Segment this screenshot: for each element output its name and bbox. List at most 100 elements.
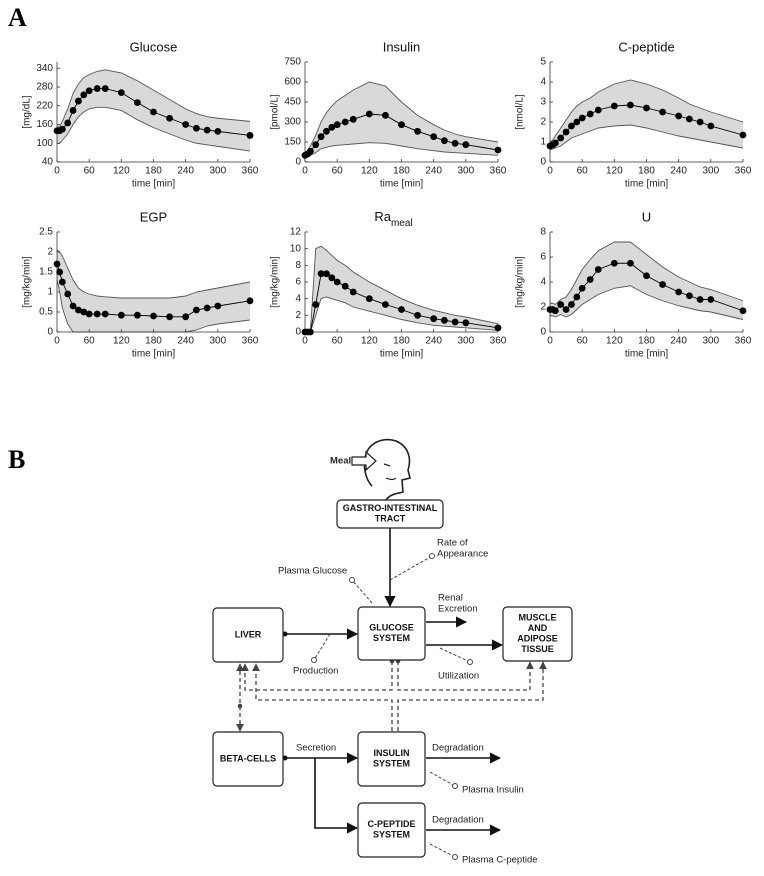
x-tick-label: 360 [735, 166, 752, 177]
box [336, 499, 444, 529]
x-tick-label: 360 [490, 166, 507, 177]
data-point [440, 316, 448, 324]
data-point [341, 282, 349, 290]
data-point [398, 121, 405, 129]
data-point [80, 308, 88, 316]
data-point [349, 288, 357, 296]
x-tick-label: 300 [457, 336, 474, 347]
data-point [69, 107, 77, 114]
y-tick-label: 4 [295, 293, 301, 304]
y-axis-label: [mg/kg/min] [515, 256, 526, 308]
box [212, 607, 284, 663]
data-point [101, 85, 109, 92]
y-tick-label: 2 [295, 310, 301, 321]
data-point [643, 272, 650, 280]
pointer-end [311, 657, 317, 663]
diagram-label: Rate of [437, 538, 468, 549]
x-tick-label: 300 [702, 166, 719, 177]
chart: U 0 60 120 180 240 300 360 0 2 4 6 8 time [min] [mg/kg… [515, 209, 752, 359]
data-point [382, 111, 389, 119]
diagram-label: Renal [438, 593, 463, 604]
y-tick-label: 2.5 [39, 227, 53, 238]
data-point [192, 124, 200, 132]
x-tick-label: 120 [361, 166, 378, 177]
pointer-end [429, 553, 435, 559]
data-point [317, 133, 325, 141]
x-tick-label: 60 [84, 166, 96, 177]
y-tick-label: 40 [42, 157, 54, 168]
diagram: GASTRO-INTESTINALTRACTLIVERGLUCOSESYSTEM… [212, 438, 573, 866]
y-tick-label: 2 [540, 117, 546, 128]
x-axis-label: time [min] [625, 179, 669, 190]
data-point [333, 278, 341, 286]
band-upper [56, 249, 251, 299]
data-point [365, 110, 373, 118]
pointer [439, 647, 471, 663]
band-upper [304, 81, 499, 153]
x-tick-label: 240 [670, 166, 687, 177]
data-point [568, 301, 575, 308]
data-point [562, 306, 570, 313]
x-tick-label: 240 [177, 166, 194, 177]
x-tick-label: 180 [145, 336, 162, 347]
x-tick-label: 300 [209, 166, 226, 177]
diagram-label: Plasma Insulin [462, 785, 524, 796]
x-tick-label: 360 [735, 336, 752, 347]
x-tick-label: 240 [670, 336, 687, 347]
pointer-end [467, 659, 473, 665]
x-tick-label: 60 [577, 166, 589, 177]
x-tick-label: 0 [547, 166, 553, 177]
chart-title: U [642, 209, 651, 224]
y-tick-label: 340 [36, 63, 53, 74]
data-point [551, 307, 559, 315]
x-tick-label: 360 [490, 336, 507, 347]
band-fill [305, 82, 498, 158]
dashed-link [241, 661, 393, 691]
pointer-end [452, 854, 458, 860]
y-tick-label: 4 [540, 277, 546, 288]
x-tick-label: 120 [606, 166, 623, 177]
x-tick-label: 180 [393, 166, 410, 177]
x-tick-label: 0 [547, 336, 553, 347]
data-point [56, 268, 64, 276]
box-label: TISSUE [521, 644, 554, 654]
data-point [214, 127, 222, 135]
data-point [739, 307, 747, 315]
y-tick-label: 4 [540, 77, 546, 88]
y-tick-label: 8 [540, 227, 546, 238]
data-point [675, 112, 683, 120]
pointer [313, 633, 331, 661]
data-point [462, 141, 470, 149]
dashed-link [252, 663, 393, 731]
y-tick-label: 1 [540, 137, 546, 148]
data-point [562, 128, 570, 136]
data-point [246, 132, 254, 139]
x-tick-label: 0 [302, 166, 308, 177]
box-label: GLUCOSE [369, 623, 414, 633]
data-point [75, 306, 82, 314]
box [357, 731, 426, 787]
chart: EGP 0 60 120 180 240 300 360 0 0.5 1 1.5 2 2.5 time [m… [22, 209, 259, 359]
box-label: SYSTEM [373, 830, 410, 840]
band-lower [304, 142, 499, 159]
box [357, 802, 426, 858]
y-tick-label: 1.5 [39, 267, 53, 278]
box-label: SYSTEM [373, 759, 410, 769]
diagram-label: Appearance [437, 549, 488, 560]
data-point [101, 310, 109, 318]
data-point [166, 114, 173, 122]
chart-title: Ra [374, 209, 391, 224]
x-axis-label: time [min] [132, 349, 176, 360]
chart-title: Glucose [130, 39, 178, 54]
data-point [192, 306, 200, 314]
data-point [594, 266, 602, 273]
x-tick-label: 120 [361, 336, 378, 347]
x-tick-label: 180 [638, 336, 655, 347]
data-point [707, 122, 715, 130]
band-lower [57, 106, 251, 152]
data-point [398, 306, 405, 313]
data-point [323, 127, 330, 135]
diagram-label: Plasma Glucose [278, 566, 347, 577]
